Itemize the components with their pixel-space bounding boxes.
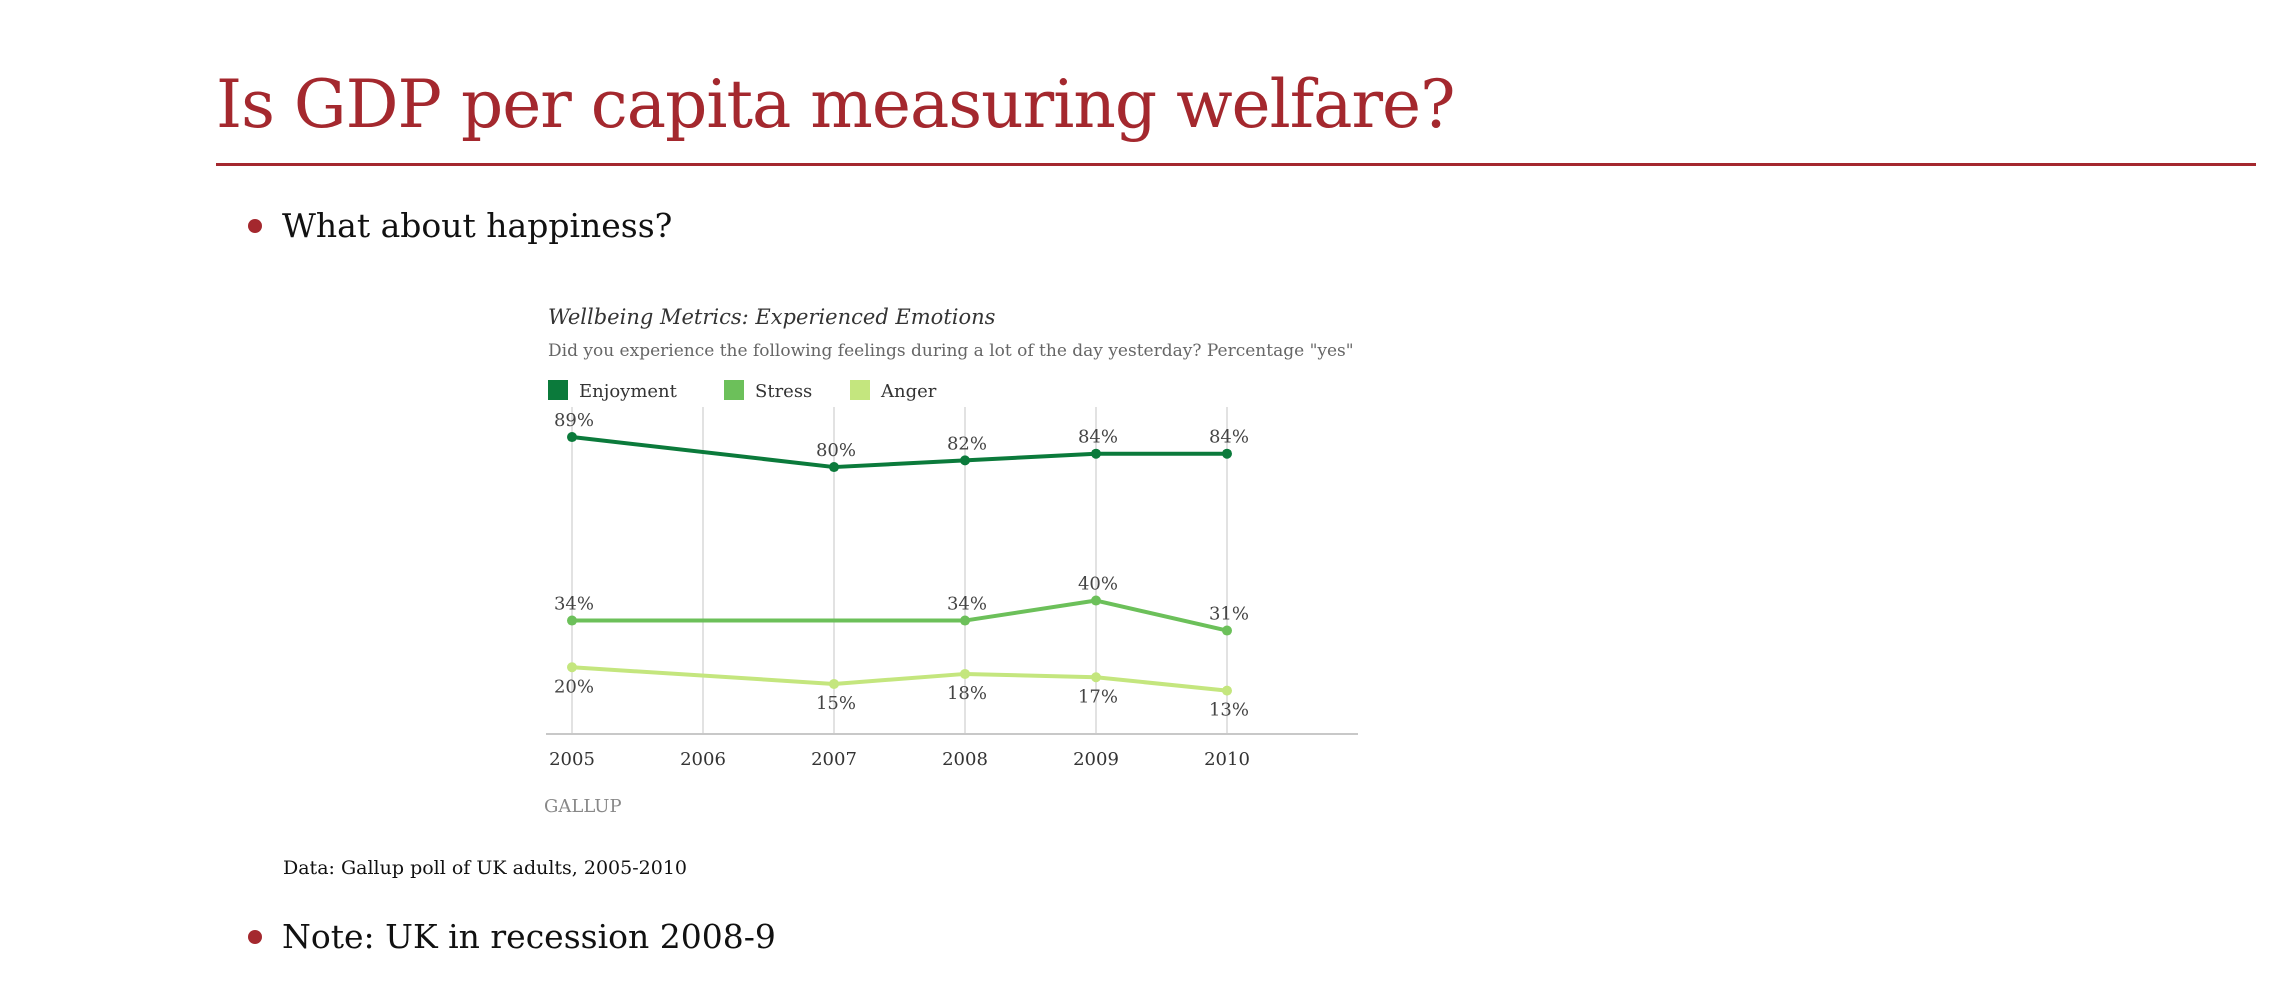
data-point-stress [567,615,577,626]
data-point-anger [829,678,839,689]
data-label-anger: 13% [1209,700,1249,721]
data-label-enjoyment: 89% [554,410,594,431]
data-point-enjoyment [960,455,970,466]
legend-swatch-stress [724,380,744,400]
data-label-anger: 17% [1078,686,1118,707]
x-tick-label: 2006 [680,749,726,770]
bullet-item: Note: UK in recession 2008-9 [248,917,776,956]
data-source-caption: Data: Gallup poll of UK adults, 2005-201… [283,857,688,879]
data-label-stress: 34% [554,594,594,615]
series-line-enjoyment [571,435,1227,470]
data-label-enjoyment: 84% [1209,427,1249,448]
data-label-anger: 18% [947,683,987,704]
legend-swatch-enjoyment [548,380,568,400]
x-tick-label: 2010 [1204,749,1250,770]
x-tick-label: 2007 [811,749,857,770]
data-label-enjoyment: 82% [947,433,987,454]
data-label-stress: 40% [1078,574,1118,595]
bullet-text: Note: UK in recession 2008-9 [282,917,776,956]
chart-series [567,432,1232,696]
x-tick-label: 2009 [1073,749,1119,770]
data-label-enjoyment: 84% [1078,427,1118,448]
data-point-anger [567,662,577,673]
chart-data-labels: 89% 80% 82% 84% 84% 34% 34% 40% 31% 20% 15% 18% 17% 1… [554,410,1249,721]
data-point-enjoyment [829,462,839,473]
chart-legend: Enjoyment Stress Anger [548,380,937,402]
bullet-text: What about happiness? [282,206,673,245]
data-point-stress [960,615,970,626]
legend-label-anger: Anger [880,381,937,402]
slide-title: Is GDP per capita measuring welfare? [216,66,1455,143]
data-point-enjoyment [567,432,577,443]
chart-subtitle: Did you experience the following feeling… [548,341,1354,361]
data-label-stress: 34% [947,594,987,615]
data-label-enjoyment: 80% [816,440,856,461]
data-point-stress [1222,625,1232,636]
chart-title: Wellbeing Metrics: Experienced Emotions [548,305,996,329]
chart-axis: 2005 2006 2007 2008 2009 2010 [546,733,1358,770]
wellbeing-chart: Wellbeing Metrics: Experienced Emotions … [544,305,1358,817]
data-label-stress: 31% [1209,604,1249,625]
data-label-anger: 15% [816,693,856,714]
data-label-anger: 20% [554,676,594,697]
data-point-anger [960,668,970,679]
chart-grid [571,407,1228,734]
x-tick-label: 2008 [942,749,988,770]
data-point-enjoyment [1222,448,1232,459]
series-line-stress [572,598,1228,633]
title-rule [216,163,2256,166]
data-point-anger [1222,685,1232,696]
legend-label-enjoyment: Enjoyment [579,381,678,402]
legend-label-stress: Stress [755,381,812,402]
legend-swatch-anger [850,380,870,400]
x-tick-label: 2005 [549,749,595,770]
bullet-dot-icon [248,218,262,233]
series-line-anger [571,665,1228,693]
data-point-anger [1091,672,1101,683]
bullet-dot-icon [248,929,262,944]
data-point-stress [1091,595,1101,606]
data-point-enjoyment [1091,448,1101,459]
bullet-item: What about happiness? [248,206,672,245]
gallup-logo: GALLUP [544,796,622,817]
